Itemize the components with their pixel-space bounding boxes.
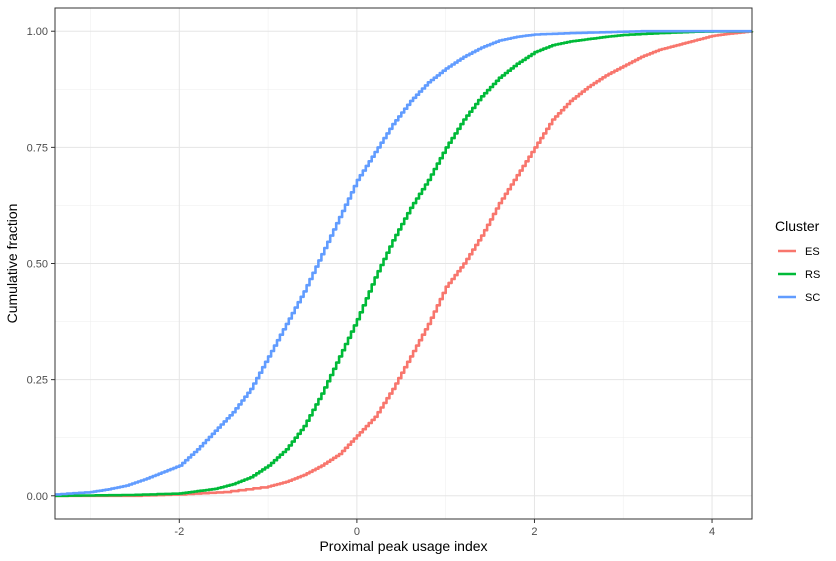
x-tick-label: 2 bbox=[531, 526, 537, 538]
y-tick-label: 0.50 bbox=[27, 259, 48, 271]
x-axis-title: Proximal peak usage index bbox=[319, 538, 487, 554]
x-tick-label: 0 bbox=[354, 526, 360, 538]
y-tick-label: 0.00 bbox=[27, 491, 48, 503]
legend-label-es: ES bbox=[805, 246, 820, 258]
legend: Cluster ES RS SC bbox=[775, 218, 820, 304]
series-line-es bbox=[55, 30, 754, 498]
x-tick-label: -2 bbox=[174, 526, 184, 538]
y-axis-title: Cumulative fraction bbox=[4, 204, 20, 324]
y-tick-label: 0.75 bbox=[27, 142, 48, 154]
series-lines bbox=[55, 29, 754, 498]
series-line-sc bbox=[55, 29, 752, 496]
x-tick-label: 4 bbox=[709, 526, 715, 538]
legend-label-rs: RS bbox=[805, 269, 820, 281]
series-line-rs bbox=[55, 30, 754, 498]
y-tick-label: 0.25 bbox=[27, 375, 48, 387]
y-tick-label: 1.00 bbox=[27, 26, 48, 38]
legend-label-sc: SC bbox=[805, 292, 820, 304]
legend-title: Cluster bbox=[775, 218, 820, 234]
y-axis-ticks: 0.00 0.25 0.50 0.75 1.00 bbox=[27, 26, 55, 503]
grid-major bbox=[55, 8, 752, 519]
x-axis-ticks: -2 0 2 4 bbox=[174, 519, 715, 538]
legend-items: ES RS SC bbox=[778, 246, 820, 304]
